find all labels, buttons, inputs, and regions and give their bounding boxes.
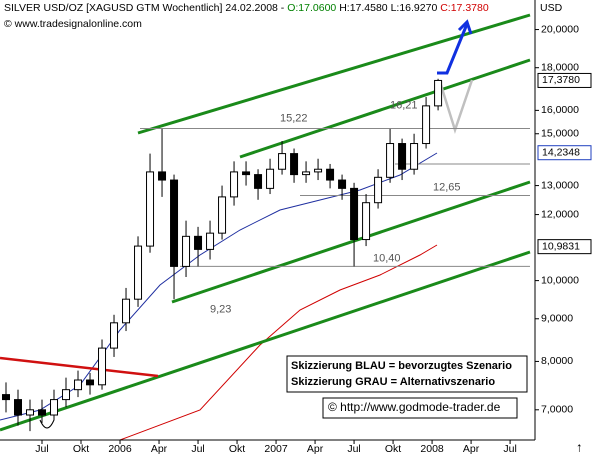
candle-body <box>422 105 431 145</box>
candle-body <box>302 171 311 176</box>
y-tick-label: 12,0000 <box>541 208 579 220</box>
candle-body <box>362 202 371 241</box>
y-tick-label: 7,0000 <box>541 404 573 416</box>
candle-body <box>266 168 275 189</box>
chart-title: SILVER USD/OZ [XAGUSD GTM Wochentlich] 2… <box>4 2 489 14</box>
channel-line <box>171 180 531 304</box>
high-value: H:17.4580 <box>339 2 388 14</box>
candle-body <box>38 409 47 416</box>
y-tick-label: 13,0000 <box>541 179 579 191</box>
candle-body <box>254 174 263 189</box>
channel-line <box>0 250 531 432</box>
candle-body <box>242 171 251 176</box>
x-tick-label: Jul <box>347 443 360 455</box>
candle-body <box>122 298 131 324</box>
y-tick-label: 10,0000 <box>541 274 579 286</box>
candle-body <box>230 171 239 198</box>
x-tick-label: Jul <box>503 443 516 455</box>
channel-line <box>137 13 531 135</box>
candle-body <box>2 394 11 401</box>
red-moving-average <box>119 244 438 441</box>
candle-body <box>398 143 407 170</box>
level-label: 12,65 <box>433 181 461 193</box>
candle-body <box>338 179 347 189</box>
candle-body <box>14 399 23 416</box>
x-tick-label: Apr <box>463 443 480 455</box>
x-tick-label: Jul <box>191 443 204 455</box>
low-value: L:16.9270 <box>391 2 438 14</box>
candle-body <box>374 176 383 204</box>
gray-scenario <box>438 79 474 135</box>
x-tick-label: 2008 <box>420 443 444 455</box>
price-marker <box>537 72 592 88</box>
x-tick-label: 2006 <box>108 443 132 455</box>
x-tick-label: Apr <box>307 443 324 455</box>
candle-body <box>158 171 167 181</box>
low-circle <box>39 419 55 429</box>
source-frame <box>322 397 518 419</box>
price-marker <box>537 239 592 255</box>
candle-body <box>182 235 191 267</box>
scroll-arrow[interactable]: ↑ <box>576 439 583 454</box>
price-marker-label: 10,9831 <box>542 240 580 252</box>
y-tick-label: 18,0000 <box>541 61 579 73</box>
candle-body <box>206 232 215 250</box>
candle-body <box>62 389 71 401</box>
price-marker-label: 14,2348 <box>542 146 580 158</box>
candle-body <box>386 143 395 178</box>
close-value: C:17.3780 <box>440 2 489 14</box>
x-tick-label: Okt <box>229 443 245 455</box>
open-value: O:17.0600 <box>287 2 336 14</box>
level-label: 10,40 <box>373 252 401 264</box>
x-tick-label: Apr <box>151 443 168 455</box>
candle-body <box>314 168 323 173</box>
candle-body <box>194 235 203 250</box>
candle-body <box>110 322 119 349</box>
price-note: 16,21 <box>390 100 418 112</box>
y-tick-label: 16,0000 <box>541 104 579 116</box>
price-marker-label: 17,3780 <box>542 74 580 86</box>
candle-body <box>146 171 155 247</box>
legend-frame <box>286 355 528 393</box>
legend-entry: Skizzierung GRAU = Alternativszenario <box>291 376 495 388</box>
price-marker <box>537 145 592 161</box>
candle-body <box>134 245 143 300</box>
y-tick-label: 9,0000 <box>541 313 573 325</box>
resistance-line <box>0 356 159 378</box>
candle-body <box>326 168 335 181</box>
price-note: 9,23 <box>210 304 231 316</box>
candle-body <box>26 409 35 416</box>
candle-body <box>74 379 83 391</box>
currency: USD <box>540 2 563 14</box>
y-tick-label: 8,0000 <box>541 355 573 367</box>
blue-moving-average <box>0 152 438 421</box>
candle-body <box>290 153 299 176</box>
channel-line <box>239 58 531 159</box>
subtitle: © www.tradesignalonline.com <box>4 18 142 30</box>
candle-body <box>218 196 227 234</box>
candle-body <box>278 153 287 170</box>
x-tick-label: Jul <box>35 443 48 455</box>
candle-body <box>350 187 359 241</box>
x-tick-label: 2007 <box>264 443 288 455</box>
candle-body <box>434 79 443 107</box>
candle-body <box>50 399 59 416</box>
legend-box: Skizzierung BLAU = bevorzugtes Szenario … <box>286 355 528 419</box>
x-tick-label: Okt <box>73 443 89 455</box>
candle-body <box>86 379 95 386</box>
title: SILVER USD/OZ [XAGUSD GTM Wochentlich] 2… <box>4 2 285 14</box>
blue-scenario <box>437 23 469 75</box>
y-tick-label: 20,0000 <box>541 23 579 35</box>
candle-body <box>410 143 419 170</box>
source: © http://www.godmode-trader.de <box>328 400 501 414</box>
drawings <box>0 13 531 441</box>
legend-entry: Skizzierung BLAU = bevorzugtes Szenario <box>291 360 512 372</box>
level-label: 15,22 <box>280 112 308 124</box>
x-tick-label: Okt <box>385 443 401 455</box>
blue-scenario-arrow <box>457 19 473 35</box>
candle-body <box>170 179 179 267</box>
candle-body <box>98 347 107 386</box>
y-tick-label: 15,0000 <box>541 128 579 140</box>
